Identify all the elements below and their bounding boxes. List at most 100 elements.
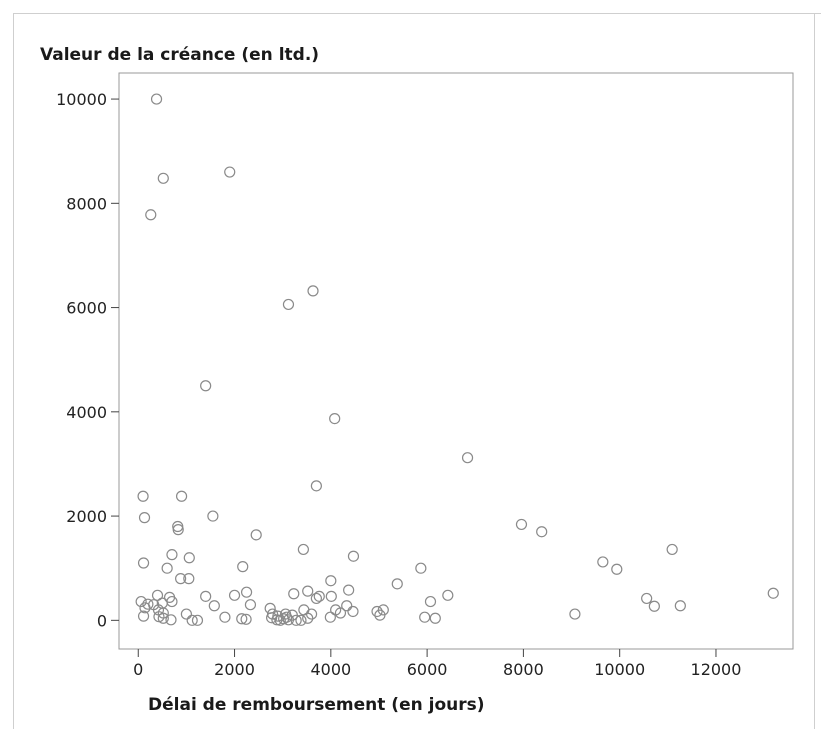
data-point xyxy=(183,573,195,585)
data-point xyxy=(264,602,276,614)
data-point xyxy=(343,584,355,596)
frame-right-border xyxy=(814,13,815,729)
x-tick-label: 2000 xyxy=(214,660,255,679)
data-point xyxy=(250,529,262,541)
data-point xyxy=(295,614,307,626)
data-point xyxy=(377,604,389,616)
data-point xyxy=(137,490,149,502)
data-point xyxy=(767,587,779,599)
data-point xyxy=(200,380,212,392)
data-point xyxy=(347,605,359,618)
data-point xyxy=(150,93,163,105)
data-point xyxy=(307,285,319,297)
data-point xyxy=(515,518,528,531)
data-point xyxy=(224,166,236,178)
data-point xyxy=(219,611,231,623)
y-tick-label: 4000 xyxy=(66,403,107,422)
data-point xyxy=(415,562,427,574)
data-point xyxy=(442,589,454,601)
data-point xyxy=(145,209,157,221)
y-tick-label: 6000 xyxy=(66,299,107,318)
data-point xyxy=(597,556,609,568)
plot-area-border xyxy=(118,72,794,650)
data-point xyxy=(161,562,173,574)
data-point xyxy=(641,592,653,605)
data-point xyxy=(157,172,169,184)
data-point xyxy=(569,608,581,620)
data-point xyxy=(186,614,198,626)
data-point xyxy=(302,612,314,624)
data-point xyxy=(310,592,322,605)
data-point xyxy=(175,573,187,585)
data-point xyxy=(207,510,219,522)
data-point xyxy=(429,612,441,624)
y-tick-label: 8000 xyxy=(66,194,107,213)
x-tick-label: 10000 xyxy=(594,660,645,679)
data-point xyxy=(288,588,300,600)
data-point xyxy=(674,600,686,612)
data-point xyxy=(157,612,169,624)
data-point xyxy=(208,600,220,612)
x-tick-label: 6000 xyxy=(407,660,448,679)
data-point xyxy=(371,605,383,618)
data-point xyxy=(166,595,178,608)
x-axis-title: Délai de remboursement (en jours) xyxy=(148,695,485,715)
y-axis-title: Valeur de la créance (en ltd.) xyxy=(40,45,320,65)
data-point xyxy=(310,480,322,492)
data-point xyxy=(139,602,151,614)
y-tick-label: 0 xyxy=(97,611,107,630)
frame-left-border xyxy=(13,13,14,729)
data-point xyxy=(290,614,302,626)
data-point xyxy=(347,550,360,562)
data-point xyxy=(325,575,337,587)
data-point xyxy=(313,590,325,602)
data-point xyxy=(236,613,248,625)
y-tick-label: 2000 xyxy=(66,507,107,526)
data-point xyxy=(180,608,192,620)
data-point xyxy=(166,549,178,561)
data-point xyxy=(138,512,151,524)
data-point xyxy=(305,608,318,620)
data-point xyxy=(419,611,431,623)
data-point xyxy=(282,298,295,311)
data-point xyxy=(244,599,257,611)
x-tick-label: 4000 xyxy=(310,660,351,679)
data-point xyxy=(172,524,184,536)
data-point xyxy=(240,613,252,625)
x-tick-label: 0 xyxy=(133,660,143,679)
data-point xyxy=(237,561,249,573)
data-point xyxy=(648,600,660,612)
data-point xyxy=(341,600,353,612)
frame-top-border xyxy=(13,13,821,14)
data-point xyxy=(135,595,147,608)
data-point xyxy=(191,614,204,626)
data-point xyxy=(272,610,284,622)
data-points xyxy=(135,93,779,626)
data-point xyxy=(424,595,437,608)
x-tick-label: 8000 xyxy=(503,660,544,679)
data-point xyxy=(334,607,347,619)
data-point xyxy=(165,614,177,626)
data-point xyxy=(325,590,337,602)
data-point xyxy=(391,578,403,590)
data-point xyxy=(302,585,314,597)
data-point xyxy=(137,610,150,622)
y-axis: 0 2000 4000 6000 8000 10000 xyxy=(56,90,119,630)
data-point xyxy=(200,590,212,602)
data-point xyxy=(611,563,623,575)
x-tick-label: 12000 xyxy=(691,660,742,679)
data-point xyxy=(228,589,241,601)
data-point xyxy=(137,557,150,569)
data-point xyxy=(175,490,188,502)
x-axis: 0 2000 4000 6000 8000 10000 12000 xyxy=(133,649,741,679)
data-point xyxy=(536,526,548,538)
data-point xyxy=(183,552,195,564)
data-point xyxy=(461,452,474,464)
data-point xyxy=(279,608,292,620)
data-point xyxy=(142,598,154,610)
data-point xyxy=(240,586,253,598)
data-point xyxy=(666,543,678,556)
data-point xyxy=(297,543,309,556)
y-tick-label: 10000 xyxy=(56,90,107,109)
